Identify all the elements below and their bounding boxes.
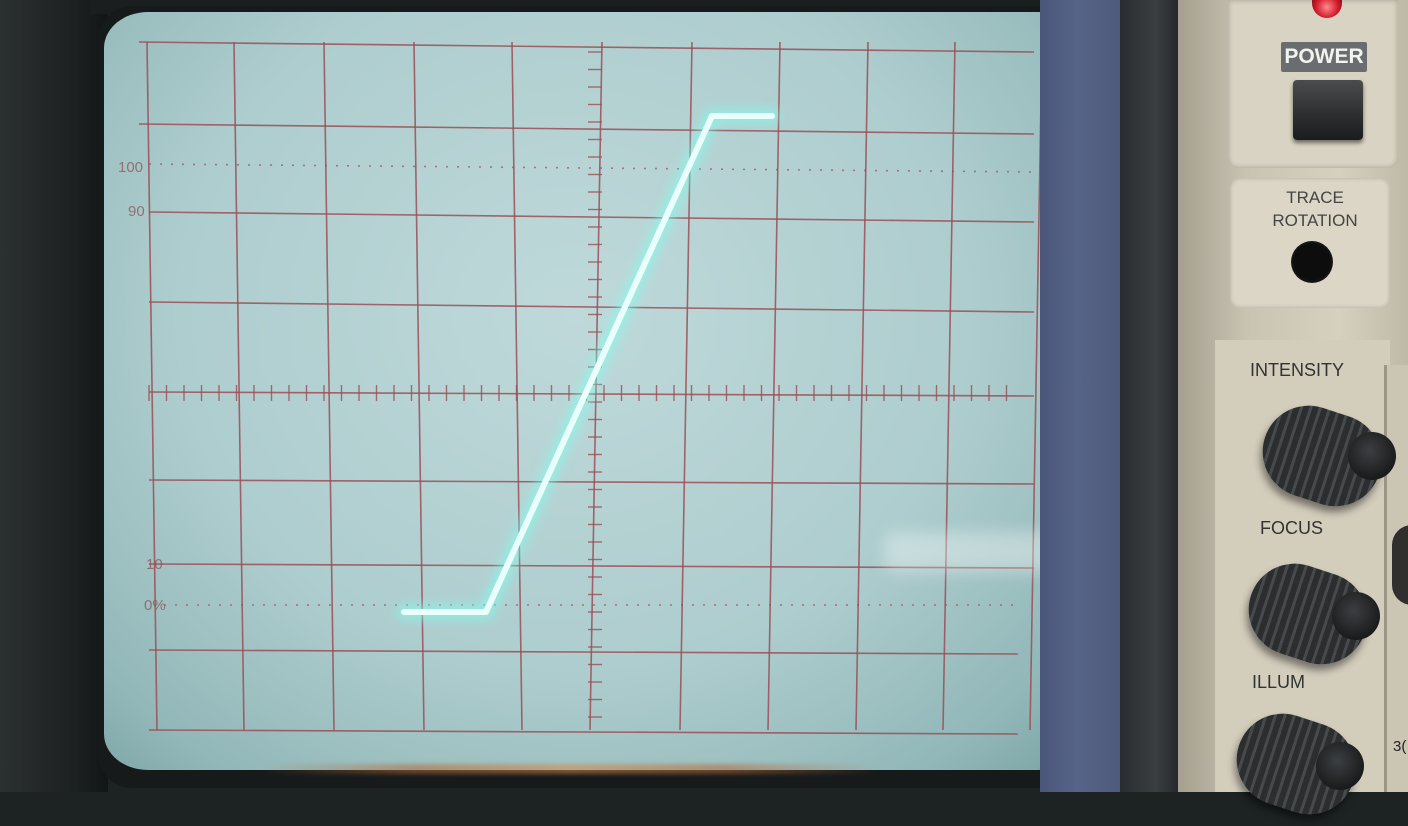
intensity-label: INTENSITY <box>1250 360 1345 380</box>
graticule-vertical-line <box>323 41 335 731</box>
trace-rotation-adjust[interactable] <box>1291 241 1333 283</box>
label-100-percent: 100 <box>118 159 143 176</box>
graticule-horizontal-line <box>148 301 1035 313</box>
graticule-vertical-line <box>855 41 869 731</box>
graticule-vertical-line <box>767 41 781 731</box>
focus-knob-cap[interactable] <box>1332 592 1380 640</box>
power-led-icon <box>1312 0 1342 18</box>
graticule-horizontal-line <box>148 563 1035 569</box>
trace-core <box>401 113 775 615</box>
illum-label: ILLUM <box>1252 672 1306 692</box>
graticule-grid <box>138 41 1043 735</box>
illum-knob-cap[interactable] <box>1316 742 1364 790</box>
graticule-horizontal-line <box>148 649 1019 655</box>
graticule-vertical-line <box>233 41 245 731</box>
graticule: 100 90 10 0% <box>118 41 1043 735</box>
percent-100-line <box>148 163 1035 173</box>
power-button[interactable] <box>1293 80 1363 140</box>
partial-knob[interactable] <box>1392 525 1408 605</box>
graticule-horizontal-line <box>138 41 1035 53</box>
crt-screen: 100 90 10 0% <box>104 12 1082 770</box>
graticule-horizontal-line <box>148 211 1035 223</box>
label-90-percent: 90 <box>128 203 145 220</box>
partial-digits: 3( <box>1393 738 1407 755</box>
graticule-percent-lines <box>148 163 1035 606</box>
graticule-horizontal-line <box>148 479 1035 485</box>
label-10-percent: 10 <box>146 556 163 573</box>
trace <box>396 108 780 620</box>
label-0-percent: 0% <box>144 597 166 614</box>
left-bezel <box>0 0 108 792</box>
graticule-vertical-line <box>942 41 956 731</box>
focus-label: FOCUS <box>1260 518 1323 538</box>
trace-rotation-label: TRACE ROTATION <box>1272 188 1358 230</box>
dark-side-strip <box>1120 0 1180 792</box>
graticule-vertical-line <box>146 41 158 731</box>
graticule-minor-ticks <box>148 51 1008 718</box>
intensity-knob-cap[interactable] <box>1348 432 1396 480</box>
trace-glow <box>396 108 780 620</box>
bezel-bottom-glow <box>260 764 880 774</box>
graticule-vertical-line <box>413 41 425 731</box>
graticule-horizontal-line <box>148 729 1019 735</box>
blue-side-strip <box>1040 0 1132 792</box>
graticule-horizontal-line <box>138 123 1035 135</box>
power-label: POWER <box>1281 42 1367 72</box>
